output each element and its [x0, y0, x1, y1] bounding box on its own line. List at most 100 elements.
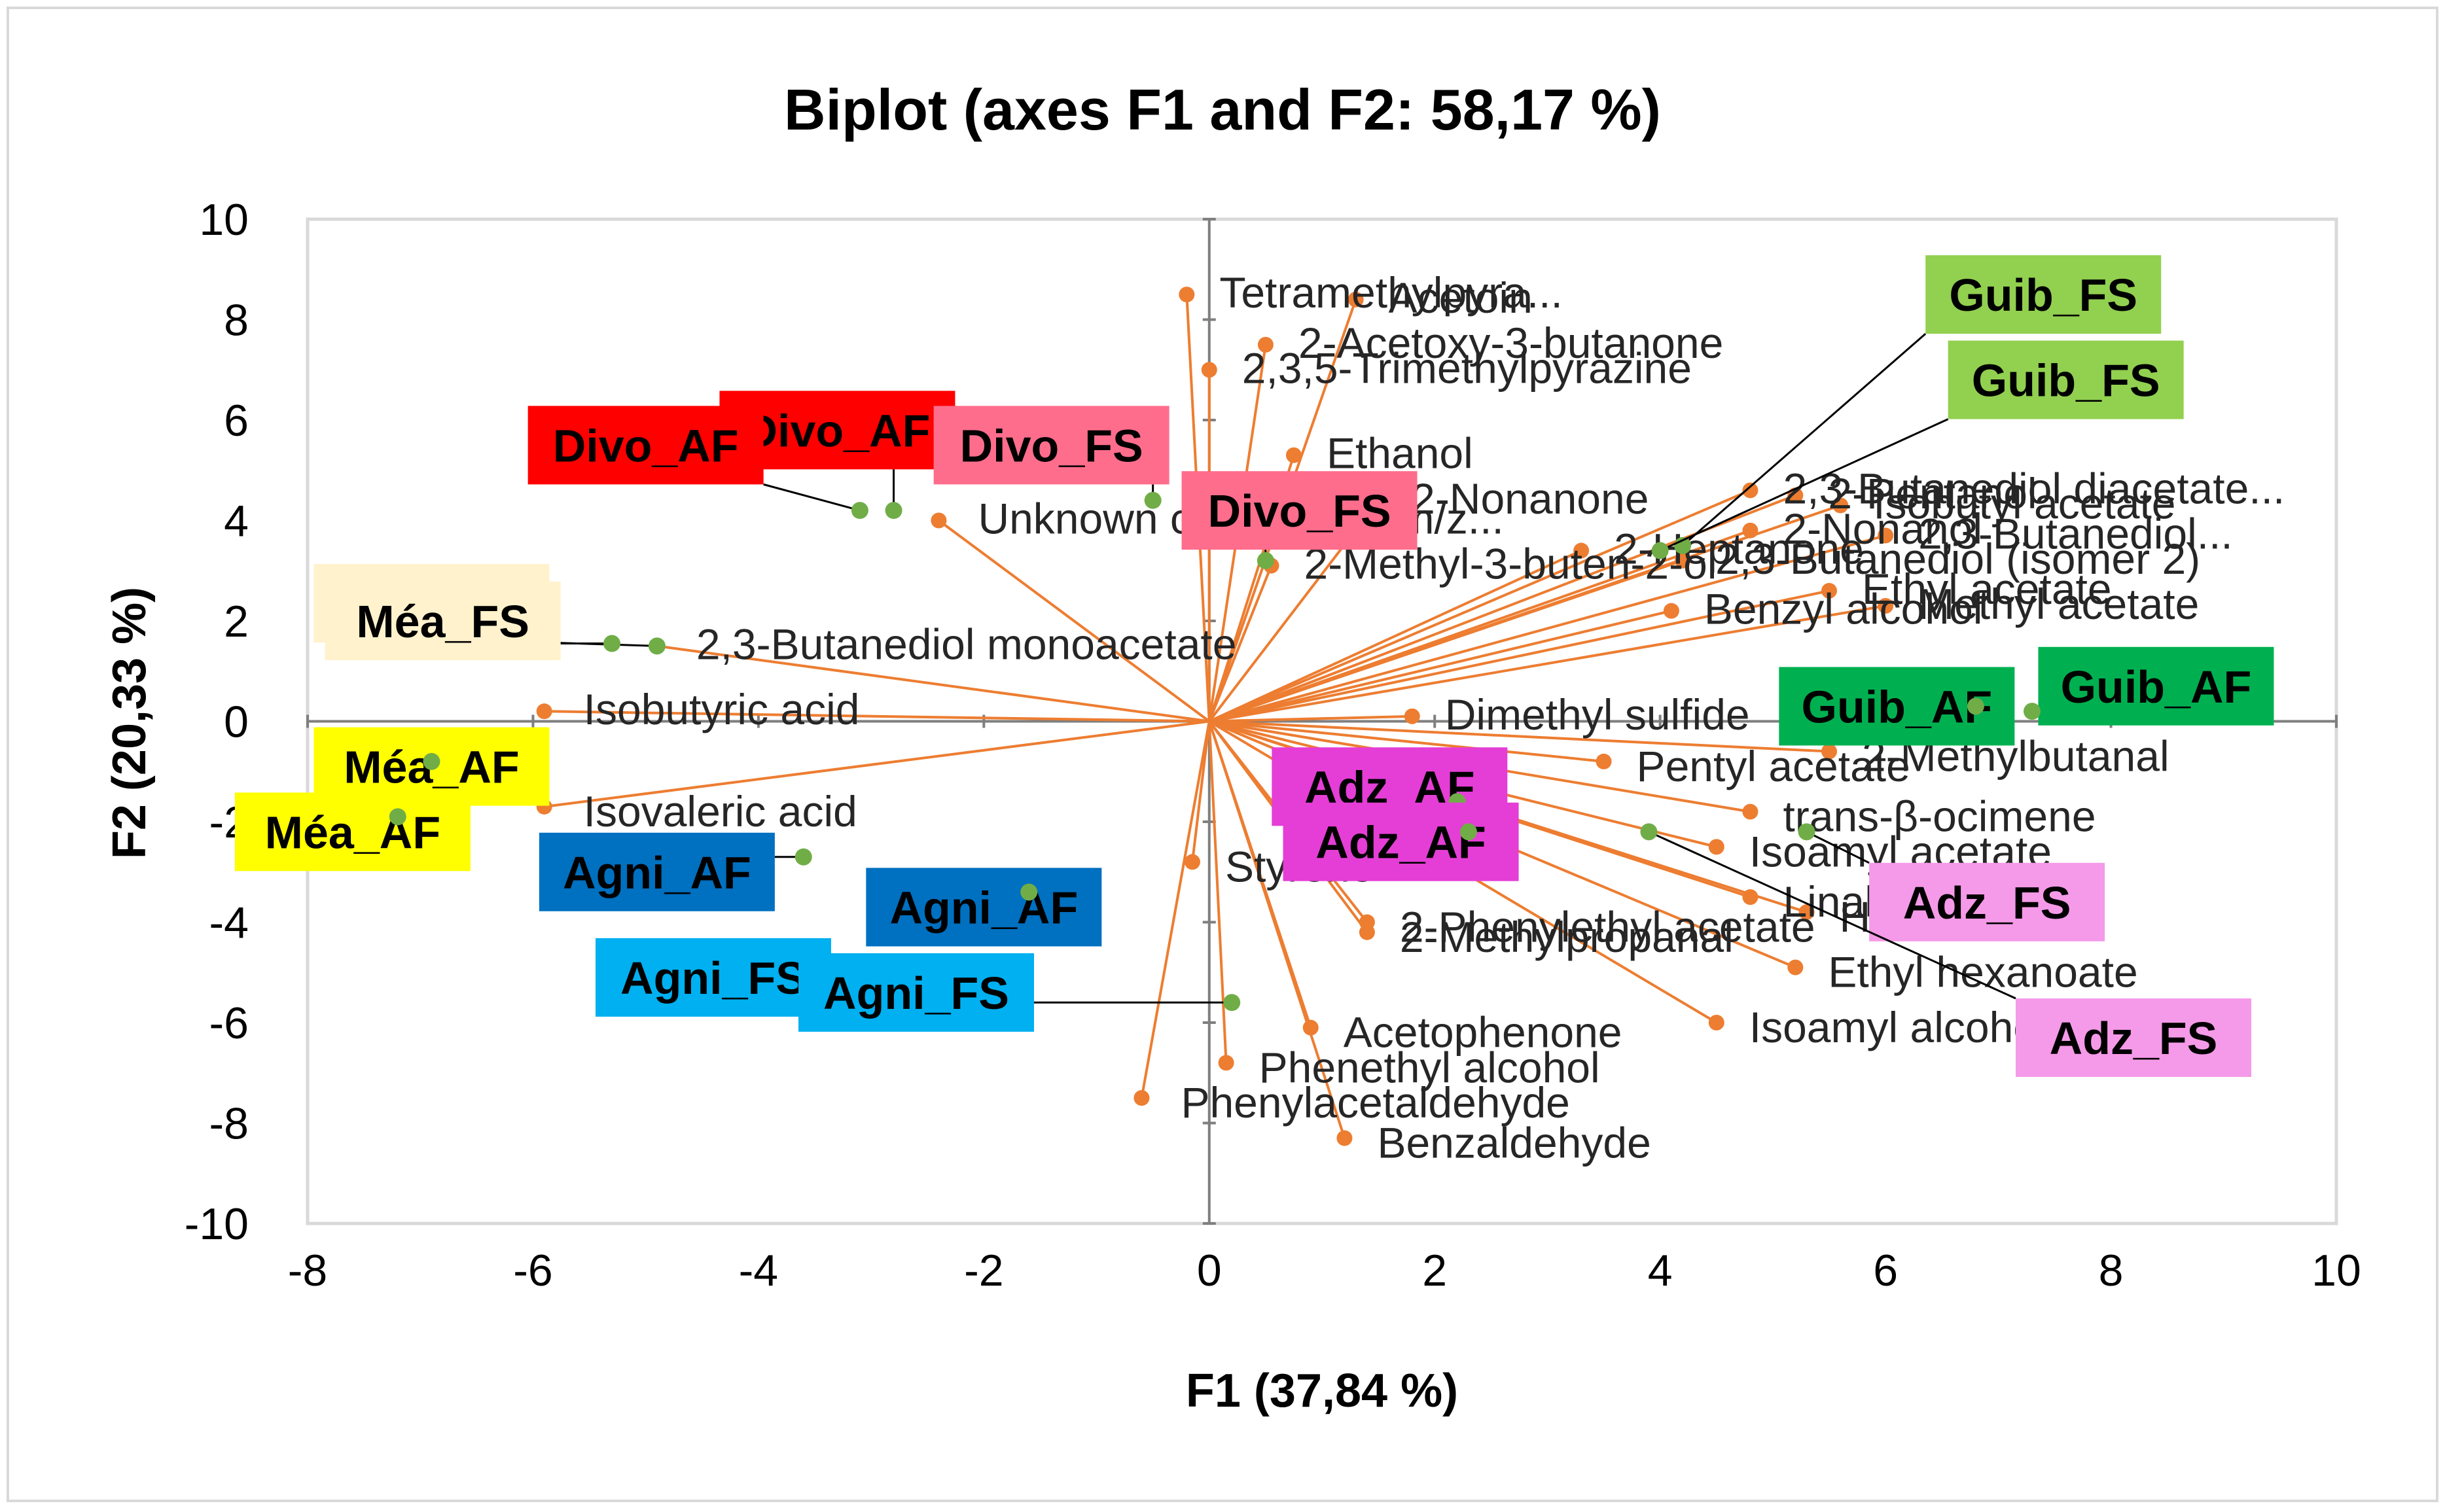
observation-point: [603, 635, 620, 652]
variable-label: Isovaleric acid: [584, 787, 857, 835]
variable-label: trans-β-ocimene: [1783, 792, 2096, 841]
observation-label-box: [539, 832, 775, 911]
observation-point: [2024, 703, 2041, 720]
observation-label: Guib_AF: [1802, 681, 1993, 732]
variable-point: [1663, 603, 1679, 619]
observation-leader-line: [1648, 830, 2016, 1000]
y-tick-label: -4: [209, 898, 249, 948]
x-tick-label: -2: [964, 1246, 1003, 1295]
variable-label: 2-Methylpropanal: [1400, 913, 1734, 961]
observation-point: [423, 752, 440, 770]
variable-vector: [1207, 721, 1228, 1063]
observation-label-box: [1948, 340, 2184, 419]
observation-label-box: [234, 792, 471, 871]
variable-vector: [1209, 714, 1412, 723]
observation-label: Guib_AF: [2061, 661, 2252, 712]
variable-vector: [1209, 605, 1886, 723]
x-tick-label: 6: [1873, 1246, 1898, 1295]
variable-point: [536, 703, 552, 720]
y-tick-label: 10: [199, 195, 249, 245]
variable-point: [1404, 708, 1420, 724]
observation-point: [1459, 823, 1477, 841]
variable-vector: [1209, 534, 1886, 723]
variable-vector: [1209, 720, 1830, 753]
variable-point: [1347, 291, 1364, 308]
observation-label: Méa_AF: [265, 807, 440, 858]
observation-leader-line: [1660, 418, 1949, 552]
variable-label: Tetramethylpyra...: [1219, 268, 1563, 317]
variable-label: 2-Pentanol: [1828, 469, 2037, 518]
observation-label-box: [1283, 802, 1519, 881]
variable-point: [1821, 582, 1837, 599]
observation-point: [648, 637, 666, 655]
observation-label-box: [2016, 998, 2251, 1078]
variable-labels: Tetramethylpyra...Acetoin2-Acetoxy-3-but…: [584, 268, 2285, 1167]
variable-point: [1787, 959, 1804, 976]
variable-vector: [1209, 559, 1683, 723]
observation-point: [1640, 823, 1658, 841]
observation-leader-line: [1806, 831, 1870, 864]
observation-label: Agni_AF: [889, 882, 1078, 933]
variable-point: [1179, 287, 1195, 303]
variable-point: [1708, 839, 1724, 855]
variable-label: 2-Nonanol: [1783, 504, 1982, 553]
variable-label: Pentyl acetate: [1637, 742, 1910, 790]
variable-point: [1742, 522, 1758, 538]
variable-vector: [1208, 549, 1582, 723]
variable-label: Ethyl hexanoate: [1828, 948, 2137, 996]
y-tick-label: -8: [209, 1099, 249, 1149]
observation-label-box: [596, 938, 831, 1017]
variable-label: 2,3-Butanediol monoacetate: [696, 620, 1237, 668]
observation-point: [1651, 542, 1669, 559]
observation-label-box: [325, 582, 561, 660]
observation-leader-line: [1682, 332, 1927, 547]
variable-point: [1675, 552, 1691, 569]
variable-point: [1878, 527, 1894, 544]
observation-label: Adz_FS: [1903, 877, 2071, 928]
observation-point: [1967, 697, 1984, 715]
observation-label-box: [866, 868, 1102, 947]
observation-point: [389, 808, 406, 826]
variable-label: Isobutyl acetate: [1873, 479, 2175, 527]
y-tick-label: 4: [224, 497, 249, 546]
variable-point: [1573, 542, 1590, 559]
variable-point: [1359, 924, 1375, 940]
variable-label: 2-Acetoxy-3-butanone: [1298, 319, 1723, 367]
observation-label-box: [1869, 862, 2105, 941]
variable-vector: [1208, 489, 1751, 723]
observation-point: [885, 502, 902, 519]
variable-point: [1742, 803, 1758, 820]
variable-label: Isoamyl alcohol: [1749, 1003, 2047, 1051]
x-axis-ticks: -8 -6 -4 -2 0 2 4 6 8 10: [288, 714, 2361, 1295]
variable-point: [1798, 904, 1815, 921]
observation-label-box: [1181, 471, 1418, 550]
variable-label: Phenylacetaldehyde: [1181, 1078, 1569, 1127]
variable-label: 2-Nonanone: [1411, 474, 1649, 523]
observation-label: Agni_FS: [823, 968, 1009, 1019]
y-tick-label: -10: [185, 1199, 249, 1249]
variable-point: [1201, 362, 1217, 378]
observations: Divo_AFDivo_AFDivo_FSDivo_FSMéa_FSMéa_FS…: [234, 255, 2274, 1078]
variable-label: 2-Phenylethyl acetate: [1400, 903, 1815, 951]
variable-point: [1596, 753, 1612, 769]
observation-label: Divo_AF: [744, 405, 930, 456]
variable-label: Acetophenone: [1344, 1008, 1622, 1057]
variable-label: Ethyl acetate: [1862, 565, 2112, 613]
observation-label-box: [798, 953, 1034, 1032]
variable-point: [1708, 1015, 1724, 1030]
variable-point: [1257, 336, 1274, 353]
variable-label: 2,3-Butanediol diacetate...: [1783, 464, 2285, 512]
variable-point: [1742, 482, 1758, 499]
variable-label: Ethanol: [1327, 429, 1473, 478]
variable-vector: [656, 644, 1210, 723]
x-tick-label: 2: [1422, 1246, 1447, 1295]
variable-point: [1133, 1090, 1150, 1106]
variable-vector: [1140, 721, 1211, 1099]
x-axis-title: F1 (37,84 %): [1186, 1365, 1458, 1417]
x-tick-label: -6: [513, 1246, 552, 1295]
variable-point: [1821, 743, 1837, 760]
observation-label: Guib_FS: [1972, 355, 2160, 406]
observation-point: [1020, 883, 1038, 901]
observation-point: [1144, 491, 1162, 509]
